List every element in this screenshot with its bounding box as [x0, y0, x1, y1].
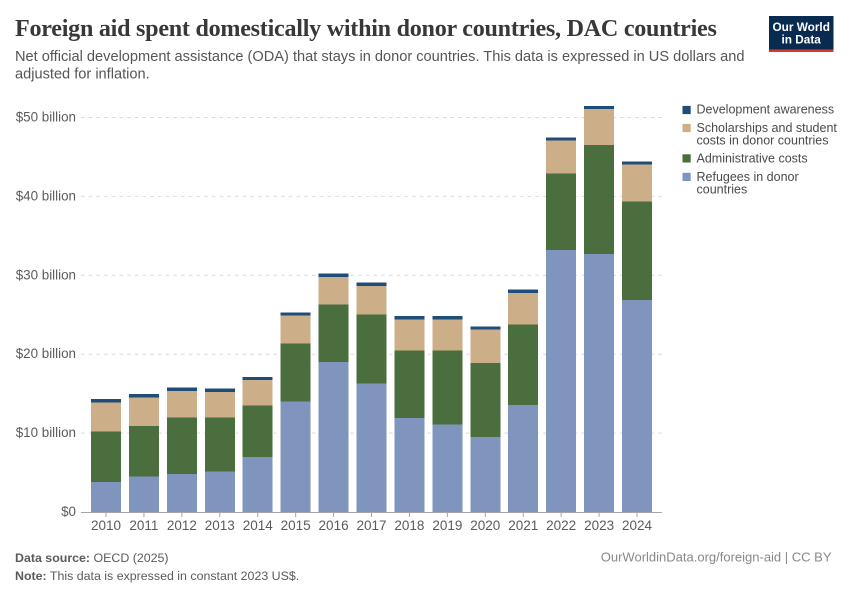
svg-text:Administrative costs: Administrative costs [697, 152, 808, 166]
svg-text:2024: 2024 [622, 518, 653, 533]
svg-text:Scholarships and student: Scholarships and student [697, 121, 838, 135]
svg-text:Foreign aid spent domestically: Foreign aid spent domestically within do… [15, 16, 717, 42]
svg-text:$0: $0 [61, 504, 76, 519]
svg-text:Our World: Our World [772, 20, 829, 34]
svg-text:$10 billion: $10 billion [16, 425, 76, 440]
svg-text:2011: 2011 [129, 518, 158, 533]
svg-text:$20 billion: $20 billion [16, 346, 76, 361]
svg-text:2016: 2016 [319, 518, 349, 533]
svg-text:2012: 2012 [167, 518, 197, 533]
svg-text:$30 billion: $30 billion [16, 267, 76, 282]
svg-text:Development awareness: Development awareness [697, 103, 835, 117]
svg-text:Net official development assis: Net official development assistance (ODA… [15, 49, 745, 65]
svg-text:$40 billion: $40 billion [16, 188, 76, 203]
svg-text:2018: 2018 [394, 518, 424, 533]
svg-text:Refugees in donor: Refugees in donor [697, 170, 799, 184]
svg-text:2021: 2021 [508, 518, 538, 533]
svg-text:costs in donor countries: costs in donor countries [697, 133, 829, 147]
svg-text:2020: 2020 [470, 518, 500, 533]
svg-text:2023: 2023 [584, 518, 614, 533]
svg-text:2019: 2019 [432, 518, 462, 533]
svg-text:Data source: OECD (2025): Data source: OECD (2025) [15, 551, 169, 565]
svg-text:2017: 2017 [356, 518, 386, 533]
svg-text:countries: countries [697, 182, 748, 196]
svg-text:2014: 2014 [243, 518, 274, 533]
svg-text:$50 billion: $50 billion [16, 110, 76, 125]
svg-text:2013: 2013 [205, 518, 235, 533]
svg-text:Note: This data is expressed i: Note: This data is expressed in constant… [15, 569, 299, 583]
svg-text:2010: 2010 [91, 518, 121, 533]
svg-text:2022: 2022 [546, 518, 576, 533]
svg-text:adjusted for inflation.: adjusted for inflation. [15, 67, 150, 83]
svg-text:in Data: in Data [782, 32, 822, 46]
svg-text:OurWorldinData.org/foreign-aid: OurWorldinData.org/foreign-aid | CC BY [601, 549, 832, 564]
svg-text:2015: 2015 [281, 518, 311, 533]
